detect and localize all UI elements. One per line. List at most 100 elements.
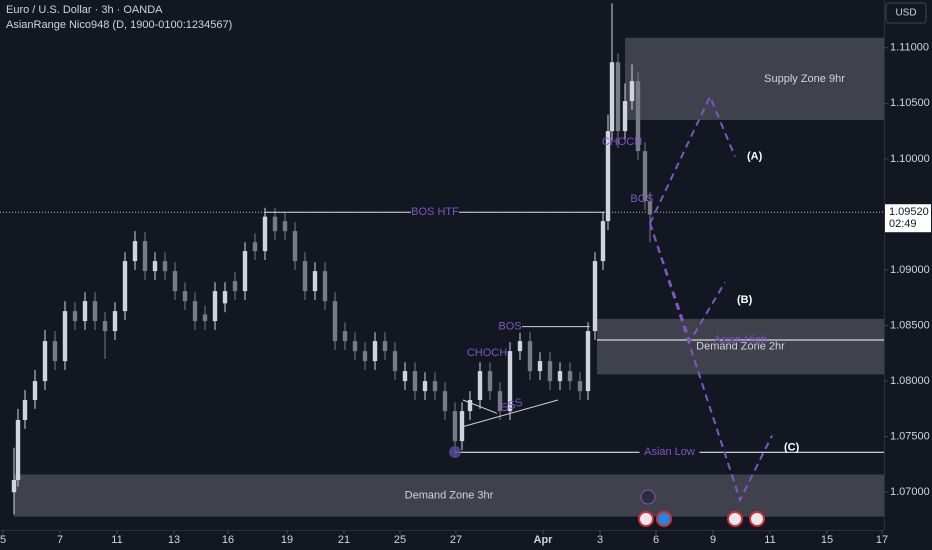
- indicator-label: AsianRange Nico948 (D, 1900-0100:1234567…: [6, 19, 232, 31]
- x-tick-label: 7: [57, 534, 63, 546]
- level-label: BOS HTF: [411, 206, 459, 218]
- x-tick-label: 21: [338, 534, 350, 546]
- candle-body: [312, 271, 318, 292]
- event-icon: [656, 511, 672, 527]
- candle-body: [392, 351, 398, 372]
- candle-body: [32, 381, 38, 400]
- candle-body: [162, 261, 168, 272]
- candle-body: [592, 261, 598, 332]
- level-label: Asian Low: [644, 446, 695, 458]
- candle-body: [132, 241, 138, 262]
- x-tick-label: 16: [222, 534, 234, 546]
- x-tick-label: 6: [653, 534, 659, 546]
- candle-body: [152, 261, 158, 272]
- candle-body: [452, 411, 458, 442]
- x-tick-label: 25: [394, 534, 406, 546]
- trendline: [462, 399, 498, 414]
- x-tick-label: 27: [450, 534, 462, 546]
- candle-body: [15, 420, 21, 480]
- candle-body: [442, 391, 448, 412]
- candle-body: [212, 291, 218, 322]
- event-icon: [638, 511, 654, 527]
- level-label: BOS: [498, 321, 521, 333]
- y-tick-label: 1.07000: [890, 486, 930, 498]
- x-tick-label: 11: [764, 534, 775, 546]
- projection-path: [649, 223, 773, 503]
- event-icon: [749, 511, 765, 527]
- candle-body: [567, 371, 573, 382]
- candle-body: [62, 311, 68, 362]
- candle-body: [459, 411, 465, 442]
- candle-body: [292, 231, 298, 262]
- candle-body: [142, 241, 148, 272]
- x-tick-label: Apr: [534, 534, 554, 546]
- candle-body: [11, 480, 17, 493]
- candle-body: [262, 216, 268, 252]
- candle-body: [517, 341, 523, 352]
- currency-label[interactable]: USD: [895, 8, 916, 19]
- x-tick-label: 17: [876, 534, 888, 546]
- candle-body: [585, 331, 591, 392]
- x-tick-label: 11: [111, 534, 122, 546]
- candle-body: [629, 81, 635, 102]
- candle-body: [432, 381, 438, 392]
- candle-body: [605, 131, 611, 222]
- candle-body: [332, 301, 338, 342]
- annotation: BOS: [630, 193, 653, 205]
- y-tick-label: 1.07500: [890, 431, 930, 443]
- candle-body: [382, 341, 388, 352]
- projection-path: [649, 94, 736, 224]
- y-tick-label: 1.08500: [890, 319, 930, 331]
- candle-body: [622, 101, 628, 132]
- candle-body: [372, 341, 378, 362]
- candle-body: [192, 301, 198, 322]
- candle-body: [527, 341, 533, 372]
- candle-body: [122, 261, 128, 312]
- chart-title: Euro / U.S. Dollar · 3h · OANDA: [6, 4, 163, 16]
- candle-body: [222, 291, 228, 304]
- x-tick-label: 5: [0, 534, 6, 546]
- candle-body: [422, 381, 428, 392]
- zone-label: Supply Zone 9hr: [764, 73, 845, 85]
- candle-body: [272, 216, 278, 232]
- candle-body: [577, 381, 583, 392]
- candle-body: [52, 341, 58, 362]
- x-tick-label: 19: [281, 534, 293, 546]
- candle-body: [242, 251, 248, 292]
- candle-body: [202, 314, 208, 322]
- projection-label: (B): [737, 294, 753, 306]
- candle-body: [362, 351, 368, 362]
- candle-body: [232, 281, 238, 292]
- candle-body: [112, 311, 118, 332]
- currency-button[interactable]: [885, 2, 927, 24]
- candle-body: [342, 331, 348, 342]
- candle-body: [22, 400, 28, 420]
- candle-body: [252, 242, 258, 252]
- trendline: [462, 399, 559, 428]
- event-icon: [727, 511, 743, 527]
- candle-body: [557, 371, 563, 382]
- candle-body: [82, 301, 88, 322]
- candle-body: [282, 221, 288, 232]
- y-tick-label: 1.10500: [890, 97, 930, 109]
- level-label: Asian High: [714, 334, 767, 346]
- level-label-bg: [639, 446, 700, 459]
- plot: Supply Zone 9hr Demand Zone 2hr Demand Zon…: [0, 3, 884, 517]
- zone-label: Demand Zone 2hr: [696, 341, 785, 353]
- last-price-label: 1.09520: [889, 206, 929, 218]
- candle-body: [92, 301, 98, 322]
- candle-body: [497, 391, 503, 412]
- candle-body: [600, 221, 606, 262]
- candle-body: [322, 271, 328, 302]
- candle-body: [642, 151, 648, 202]
- projection-label: (A): [747, 151, 763, 163]
- countdown-label: 02:49: [889, 218, 917, 230]
- level-label-bg: [498, 320, 522, 333]
- y-tick-label: 1.08000: [890, 375, 930, 387]
- candle-body: [102, 321, 108, 332]
- x-tick-label: 15: [821, 534, 833, 546]
- candle-body: [182, 291, 188, 302]
- event-icon: [640, 489, 656, 505]
- candle-body: [547, 361, 553, 382]
